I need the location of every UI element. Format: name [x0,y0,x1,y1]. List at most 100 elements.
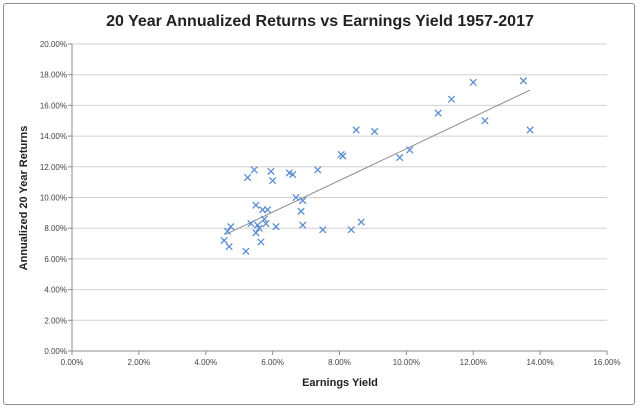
x-tick-label: 12.00% [460,358,487,367]
data-point-stroke [250,166,258,174]
x-tick-label: 0.00% [61,358,84,367]
y-tick-label: 8.00% [44,224,67,233]
data-point-stroke [299,196,307,205]
data-point-stroke [257,238,265,246]
chart-title: 20 Year Annualized Returns vs Earnings Y… [106,13,534,30]
y-axis-ticks: 0.00% 2.00% 4.00% 6.00% 8.00% 10.00% 12.00% 14.… [40,40,72,356]
data-point-stroke [447,95,456,103]
data-point-stroke [268,176,277,185]
data-point-stroke [357,218,365,226]
data-point-stroke [519,77,528,85]
y-tick-label: 20.00% [40,40,67,49]
y-tick-label: 18.00% [40,71,67,80]
y-tick-label: 0.00% [44,347,67,356]
data-point [297,207,305,215]
data-point-stroke [255,224,263,232]
x-tick-label: 6.00% [261,358,284,367]
data-point [263,206,272,214]
y-tick-label: 10.00% [40,194,67,203]
data-point-stroke [526,126,534,134]
data-point [352,126,360,134]
data-point [262,219,270,228]
data-point-stroke [285,169,294,177]
x-tick-label: 2.00% [128,358,151,367]
data-point-stroke [267,167,275,176]
data-point [223,227,232,235]
data-point [396,153,404,162]
y-tick-label: 4.00% [44,286,67,295]
gridlines [71,43,607,352]
data-point [299,221,307,229]
data-point [526,126,534,134]
data-point [469,78,477,87]
data-point-stroke [339,152,347,160]
data-point [481,117,489,125]
data-point [267,167,275,176]
data-point [434,109,442,117]
data-point [260,215,268,223]
data-point-stroke [225,242,233,251]
x-axis-title: Earnings Yield [302,377,378,389]
data-point [319,226,327,234]
y-tick-label: 12.00% [40,163,67,172]
data-point-stroke [289,170,297,179]
x-tick-label: 8.00% [328,358,351,367]
data-point [347,226,355,234]
trendline-group [225,89,531,235]
data-point-stroke [223,227,232,235]
data-point-stroke [252,229,260,237]
data-point [299,196,307,205]
data-point-stroke [227,223,235,231]
x-tick-label: 14.00% [527,358,554,367]
data-point [314,166,322,174]
data-point [242,247,250,255]
data-point [292,193,300,202]
data-point [447,95,456,103]
data-point-stroke [272,223,280,231]
data-point [406,146,414,154]
data-point-stroke [252,201,260,209]
data-point-stroke [481,117,489,125]
data-point-stroke [319,226,327,234]
x-axis-ticks: 0.00% 2.00% 4.00% 6.00% 8.00% 10.00% 12.00% 14.… [61,351,621,367]
data-point [220,236,228,245]
data-point [243,173,252,182]
data-point [227,223,235,231]
data-point-stroke [260,215,268,223]
trendline [225,89,531,235]
x-tick-label: 10.00% [393,358,420,367]
data-point-stroke [352,126,360,134]
data-point [339,152,347,160]
y-tick-label: 6.00% [44,255,67,264]
data-point [272,223,280,231]
data-point-stroke [434,109,442,117]
data-point-stroke [262,219,270,228]
x-tick-label: 16.00% [593,358,620,367]
data-point [357,218,365,226]
chart-frame [3,3,635,405]
y-tick-label: 16.00% [40,101,67,110]
data-point-stroke [247,219,255,228]
data-point [370,127,379,136]
data-point-stroke [469,78,477,87]
data-point-stroke [242,247,250,255]
data-point-stroke [314,166,322,174]
y-axis-title: Annualized 20 Year Returns [18,126,30,271]
data-point-stroke [297,207,305,215]
data-point-stroke [370,127,379,136]
data-point-stroke [347,226,355,234]
data-point-stroke [253,221,262,229]
data-point [289,170,297,179]
data-point [250,166,258,174]
data-point-stroke [263,206,272,214]
data-point-stroke [220,236,228,245]
data-point [519,77,528,85]
data-point [255,224,263,232]
data-point [252,229,260,237]
data-point [247,219,255,228]
data-points [220,77,534,255]
data-point-stroke [292,193,300,202]
data-point [252,201,260,209]
y-tick-label: 14.00% [40,132,67,141]
